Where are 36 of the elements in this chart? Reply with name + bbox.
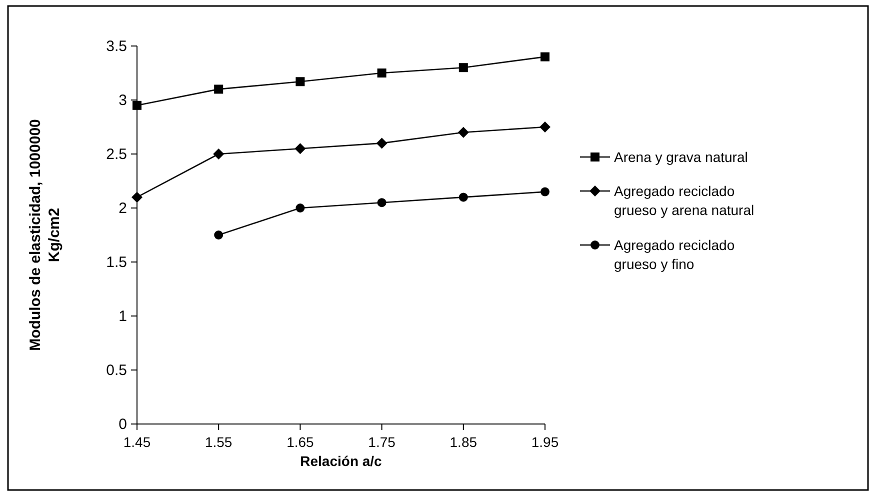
- point: [376, 138, 388, 149]
- point: [132, 192, 142, 203]
- point: [458, 63, 468, 72]
- y-tick-label: 3: [118, 92, 127, 109]
- point: [132, 100, 142, 110]
- legend-label: Agregado reciclado grueso y arena natural: [614, 183, 754, 218]
- point: [213, 148, 224, 160]
- legend-label: Arena y grava natural: [614, 149, 748, 165]
- point: [540, 52, 550, 62]
- point: [458, 192, 468, 202]
- point: [377, 68, 386, 78]
- x-tick-label: 1.45: [123, 434, 151, 450]
- point: [377, 198, 386, 208]
- point: [540, 187, 550, 196]
- x-tick-label: 1.75: [368, 434, 396, 450]
- point: [296, 204, 305, 212]
- x-tick-label: 1.95: [531, 434, 559, 450]
- y-axis-title: Modulos de elasticidad, 1000000 Kg/cm2: [27, 119, 63, 351]
- y-tick-label: 1.5: [106, 254, 127, 271]
- point: [214, 84, 224, 94]
- y-tick-label: 3.5: [106, 38, 127, 55]
- y-tick-label: 0.5: [106, 362, 127, 379]
- point: [296, 77, 305, 86]
- y-tick-label: 1: [118, 308, 127, 325]
- x-tick-label: 1.65: [286, 434, 314, 450]
- point: [540, 122, 550, 132]
- point: [458, 126, 469, 138]
- legend-label: Agregado reciclado grueso y fino: [614, 237, 735, 272]
- y-tick-label: 2: [118, 200, 127, 217]
- x-tick-label: 1.85: [450, 434, 478, 450]
- y-tick-label: 2.5: [106, 146, 127, 163]
- point: [294, 143, 306, 154]
- point: [214, 230, 224, 240]
- x-axis-title: Relación a/c: [300, 453, 382, 469]
- y-tick-label: 0: [118, 416, 127, 433]
- x-tick-label: 1.55: [204, 434, 232, 450]
